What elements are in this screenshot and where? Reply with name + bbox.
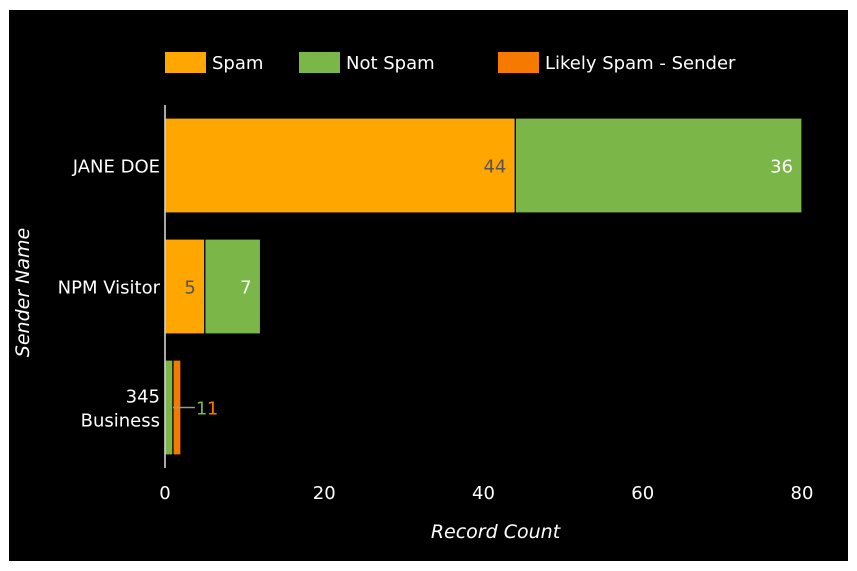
data-labels-group: 44 36 5 7 1 1 bbox=[172, 157, 793, 420]
y-axis-title: Sender Name bbox=[12, 228, 34, 357]
x-tick-0: 0 bbox=[159, 483, 170, 504]
chart-frame: Spam Not Spam Likely Spam - Sender 44 36 5 7 1… bbox=[9, 10, 848, 561]
data-label-jane-doe-not-spam: 36 bbox=[770, 157, 793, 178]
x-tick-80: 80 bbox=[791, 483, 814, 504]
legend-swatch-spam bbox=[165, 52, 206, 73]
bar-npm-visitor-not-spam bbox=[204, 238, 262, 335]
bars-group bbox=[164, 117, 803, 456]
stacked-bar-chart: Spam Not Spam Likely Spam - Sender 44 36 5 7 1… bbox=[12, 52, 813, 543]
bar-npm-visitor-spam bbox=[164, 238, 206, 335]
data-label-npm-visitor-not-spam: 7 bbox=[240, 278, 251, 299]
x-axis-title: Record Count bbox=[431, 521, 562, 543]
bar-345-business-not-spam bbox=[164, 359, 174, 456]
legend: Spam Not Spam Likely Spam - Sender bbox=[165, 52, 736, 74]
category-label-npm-visitor: NPM Visitor bbox=[58, 278, 161, 299]
bar-jane-doe-not-spam bbox=[514, 117, 803, 214]
category-labels: JANE DOE NPM Visitor 345 Business bbox=[58, 157, 161, 432]
category-label-jane-doe: JANE DOE bbox=[72, 157, 160, 178]
data-label-npm-visitor-spam: 5 bbox=[184, 278, 195, 299]
data-label-345-business-likely-spam-sender: 1 bbox=[207, 399, 218, 420]
legend-swatch-not-spam bbox=[299, 52, 340, 73]
x-tick-20: 20 bbox=[313, 483, 336, 504]
legend-label-spam: Spam bbox=[212, 53, 263, 74]
data-label-345-business-not-spam: 1 bbox=[196, 399, 207, 420]
legend-swatch-likely-spam-sender bbox=[498, 52, 539, 73]
x-tick-60: 60 bbox=[631, 483, 654, 504]
data-label-jane-doe-spam: 44 bbox=[483, 157, 506, 178]
legend-label-likely-spam-sender: Likely Spam - Sender bbox=[545, 53, 736, 74]
category-label-345-business-line-1: 345 bbox=[126, 387, 160, 408]
bar-jane-doe-spam bbox=[164, 117, 516, 214]
category-label-345-business-line-2: Business bbox=[81, 411, 160, 432]
x-tick-labels: 0 20 40 60 80 bbox=[159, 483, 813, 504]
legend-label-not-spam: Not Spam bbox=[346, 53, 435, 74]
x-tick-40: 40 bbox=[472, 483, 495, 504]
